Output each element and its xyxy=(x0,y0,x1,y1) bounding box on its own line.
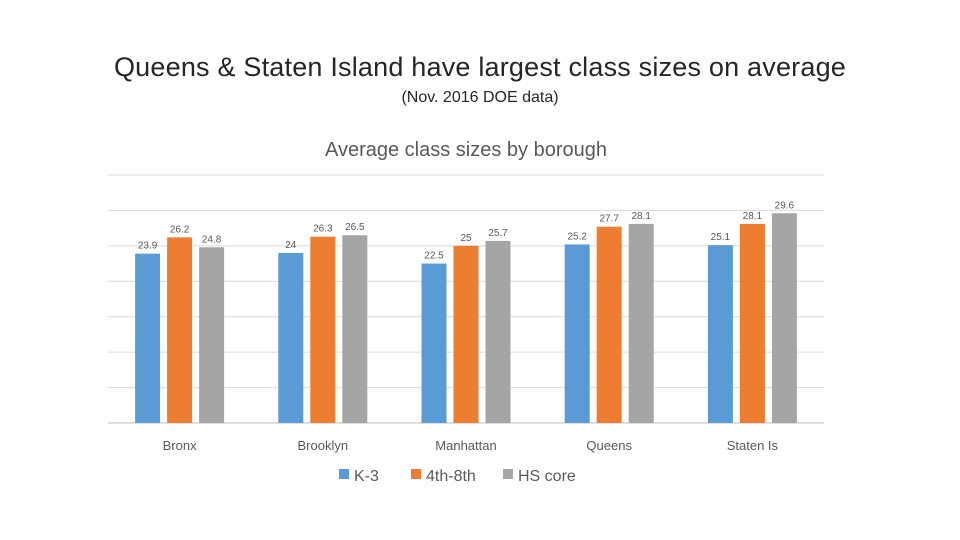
data-label: 28.1 xyxy=(631,211,651,222)
legend-label: 4th-8th xyxy=(426,468,476,485)
slide-subtitle: (Nov. 2016 DOE data) xyxy=(401,89,559,106)
bar xyxy=(167,237,193,423)
bar xyxy=(771,213,797,423)
x-axis: Bronx Brooklyn Manhattan Queens Staten Is xyxy=(163,438,779,453)
data-label: 23.9 xyxy=(138,241,158,252)
bar xyxy=(596,226,622,423)
data-labels: 23.9 26.2 24.8 24 26.3 26.5 22.5 25 25.7 25.2 27.7… xyxy=(138,200,795,261)
bar xyxy=(342,235,368,423)
data-label: 26.2 xyxy=(170,224,190,235)
x-tick-label: Bronx xyxy=(163,438,197,453)
data-label: 25.1 xyxy=(711,232,731,243)
data-label: 29.6 xyxy=(775,200,795,211)
chart-title: Average class sizes by borough xyxy=(325,139,607,161)
data-label: 25.7 xyxy=(488,228,508,239)
x-tick-label: Brooklyn xyxy=(298,438,349,453)
bar xyxy=(421,263,447,423)
bar xyxy=(278,252,304,423)
bar xyxy=(199,247,225,423)
legend-swatch xyxy=(411,469,421,479)
bar xyxy=(310,236,336,423)
data-label: 24.8 xyxy=(202,234,222,245)
data-label: 25 xyxy=(460,233,472,244)
x-tick-label: Staten Is xyxy=(727,438,779,453)
legend-label: HS core xyxy=(518,468,576,485)
data-label: 25.2 xyxy=(567,231,587,242)
bar xyxy=(739,223,765,423)
legend-swatch xyxy=(339,469,349,479)
bar xyxy=(453,245,479,423)
bar xyxy=(135,253,161,423)
legend: K-3 4th-8th HS core xyxy=(339,468,576,485)
bar xyxy=(628,223,654,423)
data-label: 27.7 xyxy=(599,214,619,225)
data-label: 22.5 xyxy=(424,251,444,262)
legend-label: K-3 xyxy=(354,468,379,485)
bar xyxy=(707,245,733,423)
data-label: 28.1 xyxy=(743,211,763,222)
slide-title: Queens & Staten Island have largest clas… xyxy=(113,52,847,82)
bar xyxy=(564,244,590,423)
data-label: 26.3 xyxy=(313,224,333,235)
bar xyxy=(485,240,511,423)
x-tick-label: Queens xyxy=(586,438,632,453)
bars xyxy=(135,213,797,423)
x-tick-label: Manhattan xyxy=(435,438,496,453)
legend-swatch xyxy=(503,469,513,479)
data-label: 24 xyxy=(285,240,297,251)
data-label: 26.5 xyxy=(345,222,365,233)
